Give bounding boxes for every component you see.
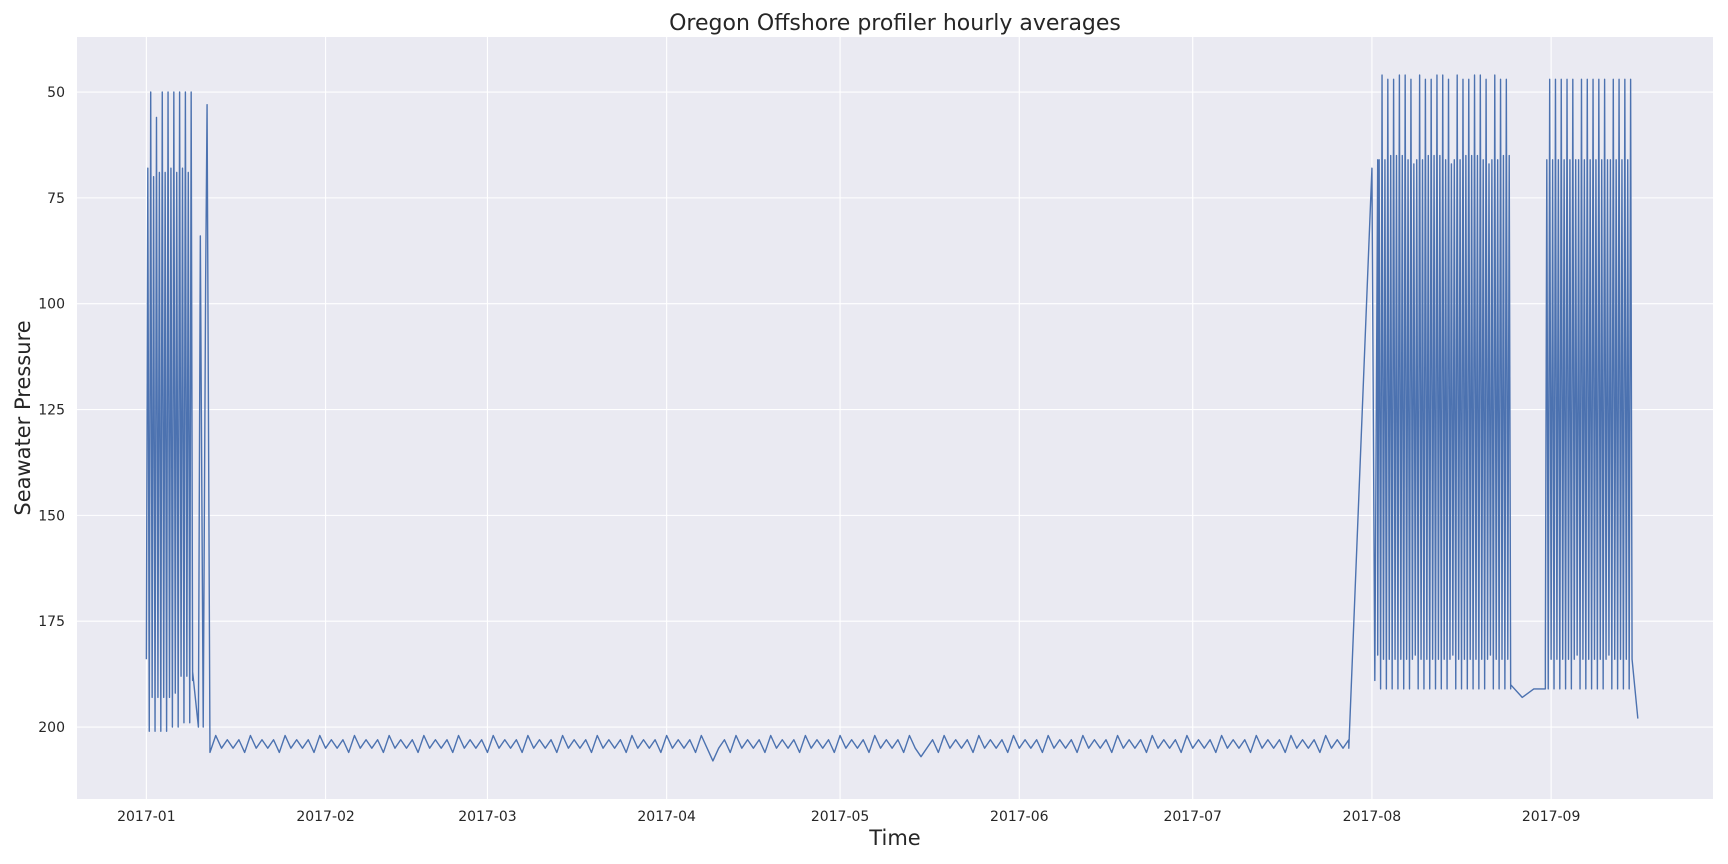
x-tick-label: 2017-02 (296, 809, 355, 825)
y-tick-label: 50 (47, 85, 65, 101)
y-tick-label: 75 (47, 191, 65, 207)
y-tick-label: 100 (38, 297, 65, 313)
y-tick-label: 175 (38, 614, 65, 630)
x-tick-label: 2017-08 (1343, 809, 1402, 825)
series-layer (145, 74, 1639, 762)
x-tick-label: 2017-07 (1163, 809, 1222, 825)
chart-title: Oregon Offshore profiler hourly averages (669, 11, 1121, 36)
y-tick-label: 125 (38, 403, 65, 419)
x-tick-label: 2017-01 (117, 809, 176, 825)
tick-labels: 2017-01 2017-02 2017-03 2017-04 2017-05 2017-… (38, 85, 1580, 825)
x-tick-label: 2017-04 (637, 809, 696, 825)
x-tick-label: 2017-06 (990, 809, 1049, 825)
y-tick-label: 200 (38, 720, 65, 736)
x-tick-label: 2017-09 (1522, 809, 1581, 825)
series-line (145, 74, 1639, 762)
x-tick-label: 2017-03 (458, 809, 517, 825)
y-axis-label: Seawater Pressure (11, 320, 35, 515)
y-tick-label: 150 (38, 508, 65, 524)
x-axis-label: Time (868, 826, 920, 850)
x-tick-label: 2017-05 (811, 809, 870, 825)
